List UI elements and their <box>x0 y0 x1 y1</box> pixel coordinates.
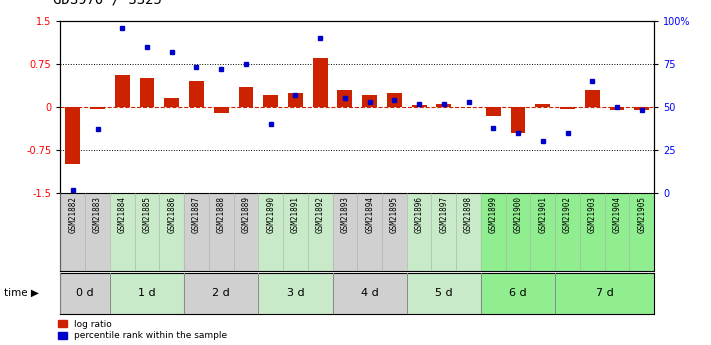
Bar <box>555 193 654 271</box>
Text: 0 d: 0 d <box>76 288 94 298</box>
Text: GSM21895: GSM21895 <box>390 196 399 233</box>
Text: 3 d: 3 d <box>287 288 304 298</box>
Text: GSM21882: GSM21882 <box>68 196 77 233</box>
Text: GDS970 / 3325: GDS970 / 3325 <box>53 0 162 7</box>
Text: 7 d: 7 d <box>596 288 614 298</box>
Text: GSM21901: GSM21901 <box>538 196 547 233</box>
Bar <box>333 193 407 271</box>
Bar <box>481 273 555 314</box>
Bar <box>90 107 105 109</box>
Bar <box>60 193 110 271</box>
Bar <box>560 107 575 109</box>
Bar <box>164 98 179 107</box>
Text: GSM21898: GSM21898 <box>464 196 473 233</box>
Bar <box>481 193 555 271</box>
Text: 1 d: 1 d <box>138 288 156 298</box>
Text: GSM21885: GSM21885 <box>142 196 151 233</box>
Bar <box>585 90 599 107</box>
Bar <box>139 78 154 107</box>
Text: 4 d: 4 d <box>360 288 378 298</box>
Text: GSM21900: GSM21900 <box>513 196 523 233</box>
Text: 5 d: 5 d <box>435 288 453 298</box>
Text: 6 d: 6 d <box>509 288 527 298</box>
Bar <box>184 193 258 271</box>
Text: GSM21905: GSM21905 <box>637 196 646 233</box>
Text: GSM21896: GSM21896 <box>415 196 424 233</box>
Text: GSM21886: GSM21886 <box>167 196 176 233</box>
Bar <box>634 107 649 110</box>
Legend: log ratio, percentile rank within the sample: log ratio, percentile rank within the sa… <box>58 320 228 341</box>
Text: GSM21889: GSM21889 <box>242 196 250 233</box>
Bar <box>555 273 654 314</box>
Bar <box>437 104 451 107</box>
Bar <box>407 193 481 271</box>
Bar <box>486 107 501 116</box>
Text: GSM21883: GSM21883 <box>93 196 102 233</box>
Bar <box>263 96 278 107</box>
Bar <box>184 273 258 314</box>
Bar <box>214 107 229 113</box>
Text: GSM21897: GSM21897 <box>439 196 449 233</box>
Bar <box>110 273 184 314</box>
Bar <box>535 104 550 107</box>
Text: GSM21887: GSM21887 <box>192 196 201 233</box>
Bar <box>609 107 624 110</box>
Text: GSM21891: GSM21891 <box>291 196 300 233</box>
Text: 2 d: 2 d <box>213 288 230 298</box>
Text: GSM21894: GSM21894 <box>365 196 374 233</box>
Bar <box>387 92 402 107</box>
Bar <box>258 273 333 314</box>
Text: GSM21899: GSM21899 <box>489 196 498 233</box>
Bar <box>65 107 80 165</box>
Bar <box>60 273 110 314</box>
Text: GSM21902: GSM21902 <box>563 196 572 233</box>
Text: GSM21888: GSM21888 <box>217 196 225 233</box>
Bar <box>110 193 184 271</box>
Text: time ▶: time ▶ <box>4 288 38 298</box>
Bar <box>333 273 407 314</box>
Text: GSM21893: GSM21893 <box>341 196 349 233</box>
Bar <box>288 92 303 107</box>
Bar <box>115 75 129 107</box>
Text: GSM21890: GSM21890 <box>266 196 275 233</box>
Bar <box>338 90 353 107</box>
Text: GSM21904: GSM21904 <box>612 196 621 233</box>
Bar <box>189 81 204 107</box>
Text: GSM21892: GSM21892 <box>316 196 325 233</box>
Bar <box>313 58 328 107</box>
Bar <box>238 87 253 107</box>
Bar <box>510 107 525 133</box>
Text: GSM21903: GSM21903 <box>588 196 597 233</box>
Bar <box>407 273 481 314</box>
Bar <box>258 193 333 271</box>
Text: GSM21884: GSM21884 <box>118 196 127 233</box>
Bar <box>362 96 377 107</box>
Bar <box>412 105 427 107</box>
